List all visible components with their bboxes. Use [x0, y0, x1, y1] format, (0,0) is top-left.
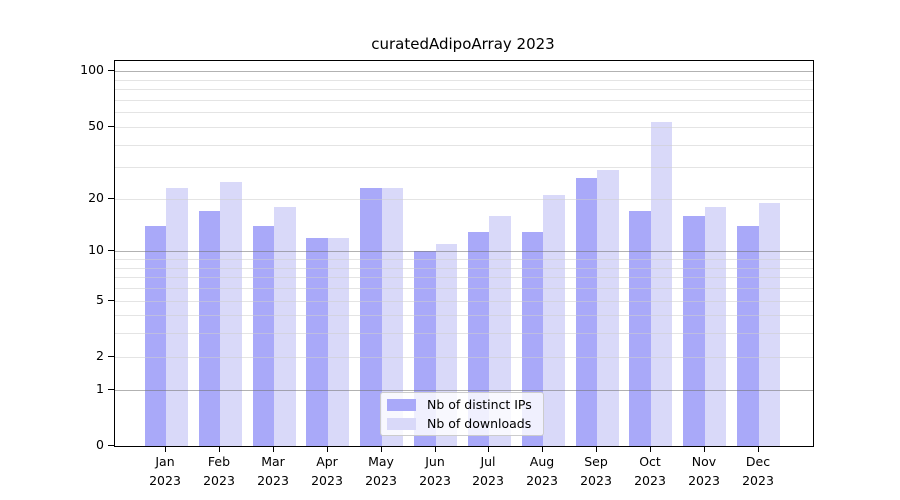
- bar-ips-may: [360, 188, 382, 446]
- y-tick-mark-5: [108, 300, 114, 301]
- x-tick-label-jul: Jul 2023: [472, 454, 504, 488]
- gridline-20: [115, 199, 813, 200]
- gridline-90: [115, 80, 813, 81]
- bar-downloads-jul: [489, 216, 511, 446]
- bar-downloads-aug: [543, 195, 565, 446]
- legend-swatch-downloads-icon: [387, 417, 416, 430]
- gridline-6: [115, 288, 813, 289]
- y-tick-label-0: 0: [96, 437, 104, 452]
- plot-area: [114, 60, 814, 447]
- legend-label-downloads: Nb of downloads: [427, 416, 532, 431]
- x-tick-label-oct: Oct 2023: [634, 454, 666, 488]
- bar-downloads-oct: [650, 122, 673, 446]
- x-tick-mark-may: [381, 446, 382, 452]
- bar-ips-oct: [629, 211, 651, 446]
- gridline-4: [115, 315, 813, 316]
- bar-ips-apr: [306, 237, 328, 446]
- chart-title: curatedAdipoArray 2023: [371, 35, 555, 53]
- y-tick-mark-10: [108, 250, 114, 251]
- bar-ips-nov: [683, 216, 705, 446]
- y-tick-label-50: 50: [88, 118, 104, 133]
- bar-downloads-nov: [704, 207, 727, 446]
- x-tick-mark-nov: [704, 446, 705, 452]
- bar-ips-sep: [575, 178, 598, 446]
- x-tick-label-apr: Apr 2023: [311, 454, 343, 488]
- x-tick-mark-sep: [596, 446, 597, 452]
- bar-downloads-apr: [327, 237, 350, 446]
- gridline-8: [115, 268, 813, 269]
- y-tick-mark-100: [108, 70, 114, 71]
- gridline-3: [115, 333, 813, 334]
- bar-downloads-dec: [758, 202, 781, 446]
- gridline-5: [115, 301, 813, 302]
- x-tick-mark-jun: [435, 446, 436, 452]
- bar-downloads-feb: [220, 181, 242, 446]
- x-tick-label-sep: Sep 2023: [580, 454, 612, 488]
- y-tick-mark-20: [108, 198, 114, 199]
- x-tick-label-mar: Mar 2023: [257, 454, 289, 488]
- x-tick-label-nov: Nov 2023: [688, 454, 720, 488]
- x-tick-mark-mar: [273, 446, 274, 452]
- x-tick-label-jun: Jun 2023: [419, 454, 451, 488]
- x-tick-mark-feb: [219, 446, 220, 452]
- gridline-7: [115, 277, 813, 278]
- y-tick-mark-1: [108, 389, 114, 390]
- x-tick-label-jan: Jan 2023: [149, 454, 181, 488]
- bar-ips-dec: [737, 226, 759, 446]
- bar-ips-mar: [252, 226, 274, 446]
- x-tick-label-feb: Feb 2023: [203, 454, 235, 488]
- bar-downloads-sep: [597, 169, 619, 446]
- y-tick-mark-50: [108, 126, 114, 127]
- y-tick-mark-0: [108, 445, 114, 446]
- legend: Nb of distinct IPs Nb of downloads: [380, 392, 544, 436]
- x-tick-mark-apr: [327, 446, 328, 452]
- gridline-100: [115, 71, 813, 72]
- legend-item-distinct-ips: Nb of distinct IPs: [387, 397, 533, 412]
- y-tick-label-1: 1: [96, 381, 104, 396]
- x-tick-mark-jan: [165, 446, 166, 452]
- bar-ips-jan: [144, 226, 167, 446]
- bar-ips-feb: [198, 211, 221, 446]
- legend-swatch-distinct-ips-icon: [387, 398, 416, 411]
- legend-item-downloads: Nb of downloads: [387, 416, 533, 431]
- y-tick-label-100: 100: [80, 62, 104, 77]
- gridline-60: [115, 112, 813, 113]
- gridline-1: [115, 390, 813, 391]
- x-tick-label-dec: Dec 2023: [742, 454, 774, 488]
- gridline-70: [115, 100, 813, 101]
- gridline-10: [115, 251, 813, 252]
- legend-label-distinct-ips: Nb of distinct IPs: [427, 397, 532, 412]
- gridline-50: [115, 127, 813, 128]
- gridline-2: [115, 357, 813, 358]
- x-tick-mark-oct: [650, 446, 651, 452]
- y-tick-mark-2: [108, 356, 114, 357]
- y-tick-label-5: 5: [96, 292, 104, 307]
- gridline-9: [115, 259, 813, 260]
- gridline-30: [115, 167, 813, 168]
- gridline-80: [115, 89, 813, 90]
- x-tick-mark-jul: [488, 446, 489, 452]
- y-tick-label-10: 10: [88, 242, 104, 257]
- bar-downloads-mar: [274, 207, 296, 446]
- x-tick-label-aug: Aug 2023: [526, 454, 558, 488]
- bar-downloads-may: [381, 188, 404, 446]
- bar-downloads-jan: [166, 188, 188, 446]
- gridline-40: [115, 145, 813, 146]
- y-tick-label-20: 20: [88, 190, 104, 205]
- x-tick-mark-aug: [542, 446, 543, 452]
- x-tick-mark-dec: [758, 446, 759, 452]
- y-tick-label-2: 2: [96, 348, 104, 363]
- x-tick-label-may: May 2023: [365, 454, 397, 488]
